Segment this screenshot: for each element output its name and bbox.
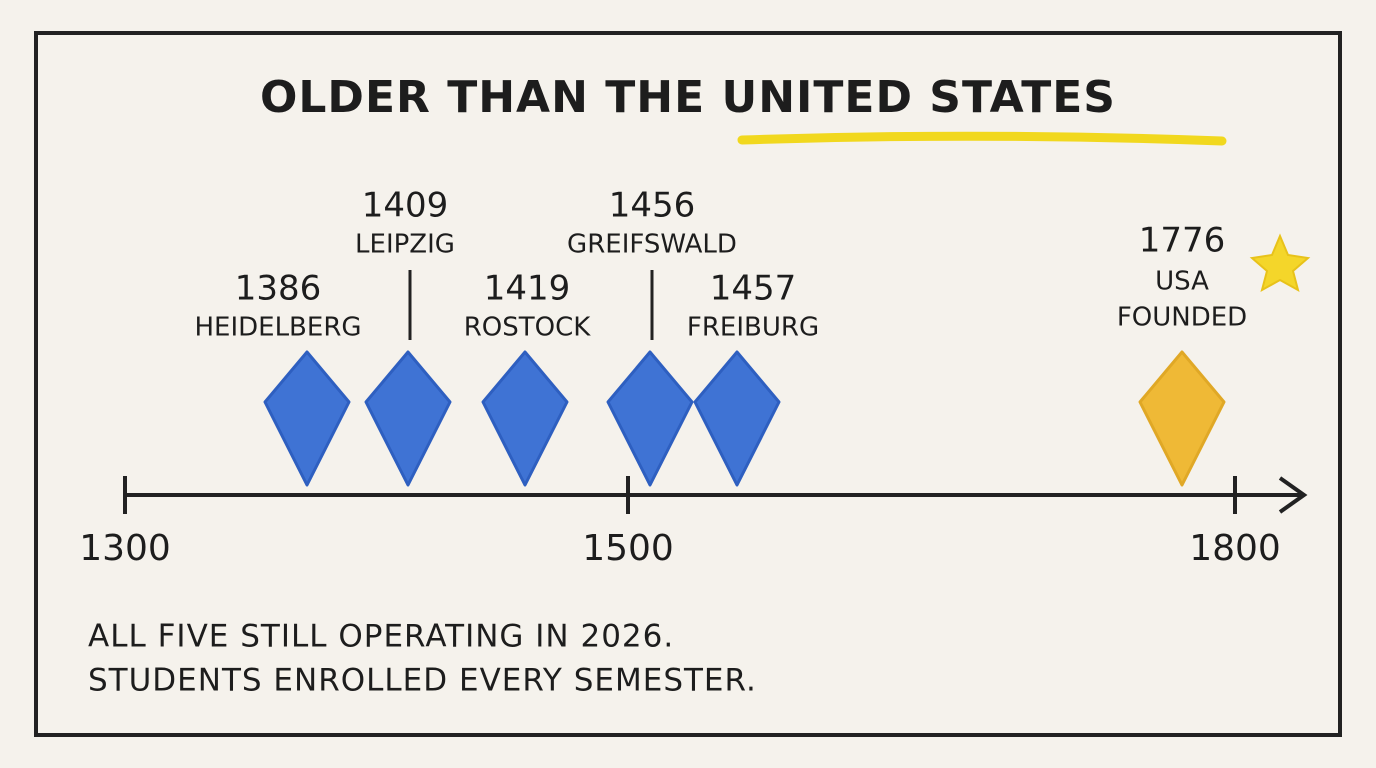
event-year: 1409 xyxy=(362,186,449,226)
diamond-marker xyxy=(1138,350,1226,487)
event-name: LEIPZIG xyxy=(355,230,455,260)
milestone-year: 1776 xyxy=(1139,221,1226,261)
milestone-label: FOUNDED xyxy=(1117,303,1247,333)
title-highlight: UNITED STATES xyxy=(721,72,1116,123)
event-name: HEIDELBERG xyxy=(194,313,361,343)
event-year: 1457 xyxy=(710,269,797,309)
axis-label: 1300 xyxy=(79,528,171,569)
diamond-marker xyxy=(263,350,351,487)
event-name: FREIBURG xyxy=(687,313,819,343)
event-year: 1419 xyxy=(484,269,571,309)
axis-arrow xyxy=(1278,476,1308,514)
highlight-underline xyxy=(737,131,1227,146)
event-name: ROSTOCK xyxy=(464,313,592,343)
footer-line: STUDENTS ENROLLED EVERY SEMESTER. xyxy=(88,663,757,699)
diamond-marker xyxy=(693,350,781,487)
frame xyxy=(34,31,1342,737)
diamond-marker xyxy=(606,350,694,487)
axis-label: 1500 xyxy=(582,528,674,569)
axis-label: 1800 xyxy=(1189,528,1281,569)
title-plain: OLDER THAN THE xyxy=(260,72,705,123)
diamond-marker xyxy=(481,350,569,487)
milestone-label: USA xyxy=(1155,267,1209,297)
event-year: 1456 xyxy=(609,186,696,226)
event-year: 1386 xyxy=(235,269,322,309)
diamond-marker xyxy=(364,350,452,487)
title: OLDER THAN THE UNITED STATES xyxy=(260,72,1116,123)
star-icon xyxy=(1249,233,1311,293)
footer-line: ALL FIVE STILL OPERATING IN 2026. xyxy=(88,619,674,655)
event-name: GREIFSWALD xyxy=(567,230,737,260)
